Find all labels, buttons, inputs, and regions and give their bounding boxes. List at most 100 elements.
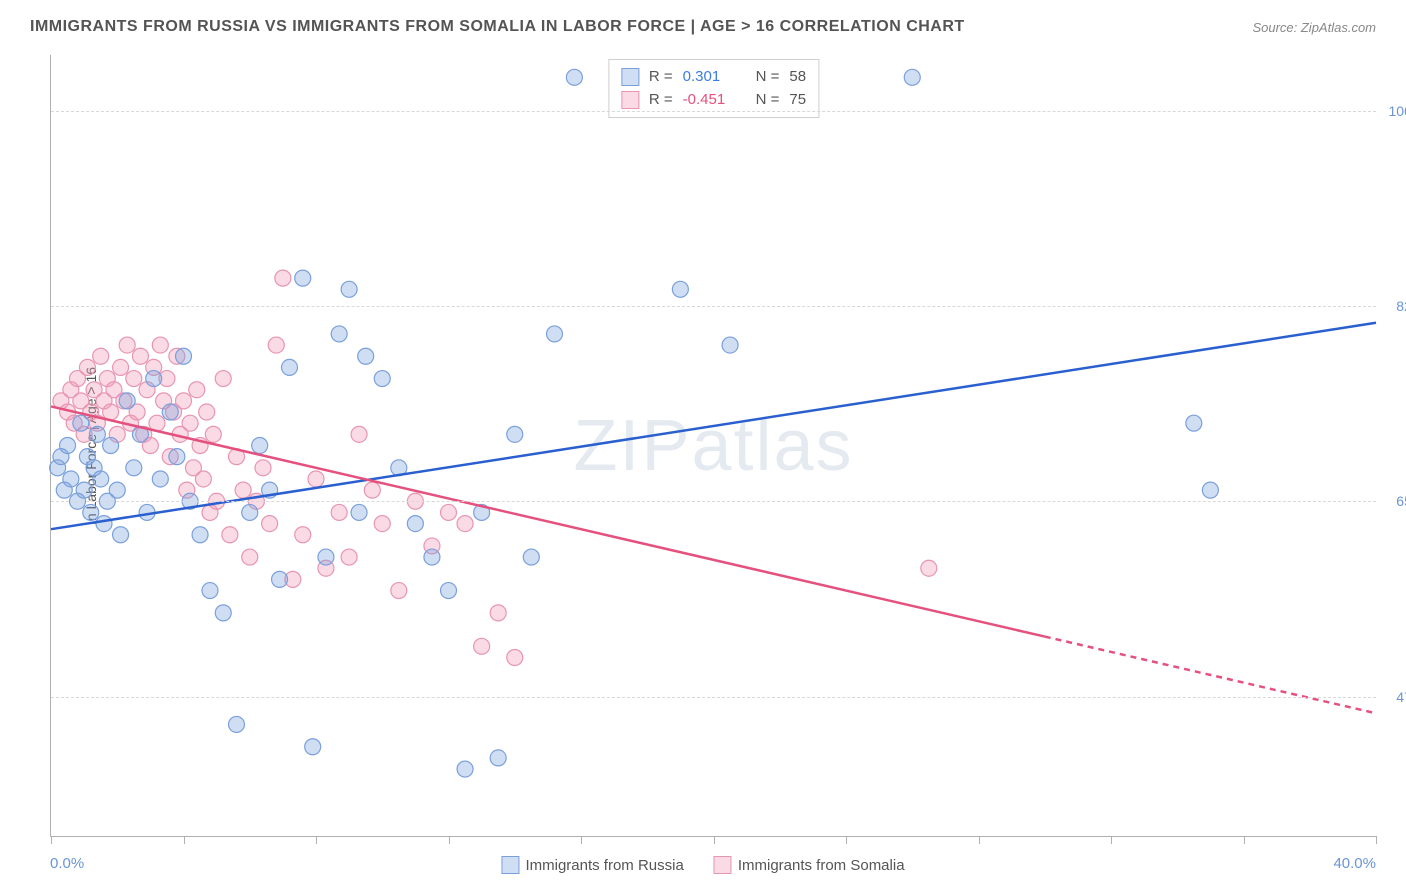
data-point-somalia <box>126 371 142 387</box>
data-point-somalia <box>308 471 324 487</box>
data-point-somalia <box>275 270 291 286</box>
data-point-russia <box>341 281 357 297</box>
data-point-somalia <box>182 415 198 431</box>
r-label: R = <box>649 66 673 89</box>
data-point-russia <box>146 371 162 387</box>
data-point-russia <box>60 438 76 454</box>
data-point-russia <box>441 583 457 599</box>
legend-swatch-somalia <box>714 856 732 874</box>
data-point-russia <box>507 426 523 442</box>
data-point-russia <box>523 549 539 565</box>
data-point-russia <box>904 69 920 85</box>
data-point-russia <box>457 761 473 777</box>
data-point-russia <box>1186 415 1202 431</box>
trend-line-somalia <box>51 406 1045 636</box>
data-point-russia <box>83 504 99 520</box>
legend-item-russia: Immigrants from Russia <box>501 856 683 874</box>
gridline <box>51 501 1376 502</box>
x-tick <box>1111 836 1112 844</box>
data-point-somalia <box>295 527 311 543</box>
data-point-russia <box>358 348 374 364</box>
trend-line-russia <box>51 323 1376 529</box>
data-point-russia <box>119 393 135 409</box>
data-point-somalia <box>132 348 148 364</box>
stats-swatch-somalia <box>621 91 639 109</box>
data-point-somalia <box>457 516 473 532</box>
x-axis-min-label: 0.0% <box>50 855 84 872</box>
source-attribution: Source: ZipAtlas.com <box>1252 20 1376 35</box>
data-point-russia <box>229 716 245 732</box>
data-point-russia <box>252 438 268 454</box>
data-point-russia <box>547 326 563 342</box>
data-point-somalia <box>93 348 109 364</box>
data-point-somalia <box>474 638 490 654</box>
x-tick <box>581 836 582 844</box>
gridline <box>51 111 1376 112</box>
gridline <box>51 697 1376 698</box>
data-point-russia <box>169 449 185 465</box>
trend-line-somalia-dashed <box>1045 637 1376 714</box>
data-point-somalia <box>79 359 95 375</box>
data-point-russia <box>407 516 423 532</box>
r-label: R = <box>649 89 673 112</box>
data-point-somalia <box>222 527 238 543</box>
data-point-somalia <box>215 371 231 387</box>
x-tick <box>846 836 847 844</box>
data-point-somalia <box>507 649 523 665</box>
r-value-russia: 0.301 <box>683 66 738 89</box>
data-point-somalia <box>205 426 221 442</box>
x-tick <box>449 836 450 844</box>
data-point-russia <box>318 549 334 565</box>
n-label: N = <box>756 89 780 112</box>
y-tick-label: 100.0% <box>1381 103 1406 119</box>
stats-swatch-russia <box>621 68 639 86</box>
data-point-somalia <box>113 359 129 375</box>
n-label: N = <box>756 66 780 89</box>
stats-row-somalia: R = -0.451 N = 75 <box>621 89 806 112</box>
data-point-somalia <box>374 516 390 532</box>
bottom-legend: Immigrants from Russia Immigrants from S… <box>501 856 904 874</box>
data-point-somalia <box>103 404 119 420</box>
chart-title: IMMIGRANTS FROM RUSSIA VS IMMIGRANTS FRO… <box>30 18 965 36</box>
r-value-somalia: -0.451 <box>683 89 738 112</box>
data-point-somalia <box>189 382 205 398</box>
data-point-russia <box>722 337 738 353</box>
data-point-russia <box>490 750 506 766</box>
n-value-somalia: 75 <box>789 89 806 112</box>
data-point-somalia <box>490 605 506 621</box>
data-point-russia <box>103 438 119 454</box>
data-point-russia <box>295 270 311 286</box>
x-tick <box>979 836 980 844</box>
n-value-russia: 58 <box>789 66 806 89</box>
data-point-somalia <box>262 516 278 532</box>
data-point-russia <box>89 426 105 442</box>
data-point-russia <box>424 549 440 565</box>
legend-swatch-russia <box>501 856 519 874</box>
x-axis-max-label: 40.0% <box>1333 855 1376 872</box>
data-point-russia <box>126 460 142 476</box>
data-point-russia <box>566 69 582 85</box>
data-point-russia <box>76 482 92 498</box>
data-point-russia <box>242 504 258 520</box>
x-tick <box>184 836 185 844</box>
data-point-somalia <box>391 583 407 599</box>
data-point-russia <box>331 326 347 342</box>
data-point-russia <box>202 583 218 599</box>
data-point-russia <box>215 605 231 621</box>
stats-row-russia: R = 0.301 N = 58 <box>621 66 806 89</box>
y-tick-label: 47.5% <box>1381 689 1406 705</box>
data-point-somalia <box>152 337 168 353</box>
chart-plot-area: ZIPatlas R = 0.301 N = 58 R = -0.451 N =… <box>50 55 1376 837</box>
x-tick <box>1376 836 1377 844</box>
data-point-russia <box>672 281 688 297</box>
data-point-somalia <box>351 426 367 442</box>
legend-item-somalia: Immigrants from Somalia <box>714 856 905 874</box>
data-point-russia <box>192 527 208 543</box>
data-point-somalia <box>921 560 937 576</box>
gridline <box>51 306 1376 307</box>
legend-label-russia: Immigrants from Russia <box>525 857 683 874</box>
data-point-russia <box>93 471 109 487</box>
data-point-russia <box>1202 482 1218 498</box>
data-point-russia <box>109 482 125 498</box>
data-point-russia <box>272 571 288 587</box>
